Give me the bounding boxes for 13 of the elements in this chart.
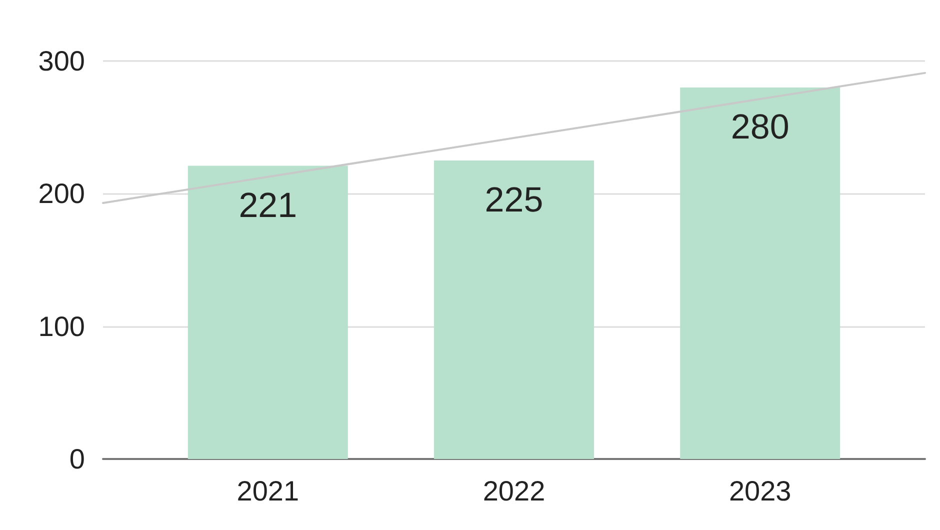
y-tick-label: 100 — [38, 310, 85, 342]
data-label: 221 — [238, 186, 298, 225]
y-tick-label: 300 — [38, 46, 85, 76]
data-label: 280 — [730, 108, 790, 147]
bar — [188, 166, 348, 459]
data-label: 225 — [484, 180, 544, 220]
bar — [434, 160, 594, 459]
bar — [680, 88, 840, 459]
y-tick-label: 0 — [69, 444, 85, 474]
x-tick-label: 2022 — [482, 476, 546, 506]
x-tick-label: 2021 — [236, 476, 300, 506]
x-tick-label: 2023 — [728, 476, 792, 506]
y-tick-label: 200 — [38, 178, 85, 210]
